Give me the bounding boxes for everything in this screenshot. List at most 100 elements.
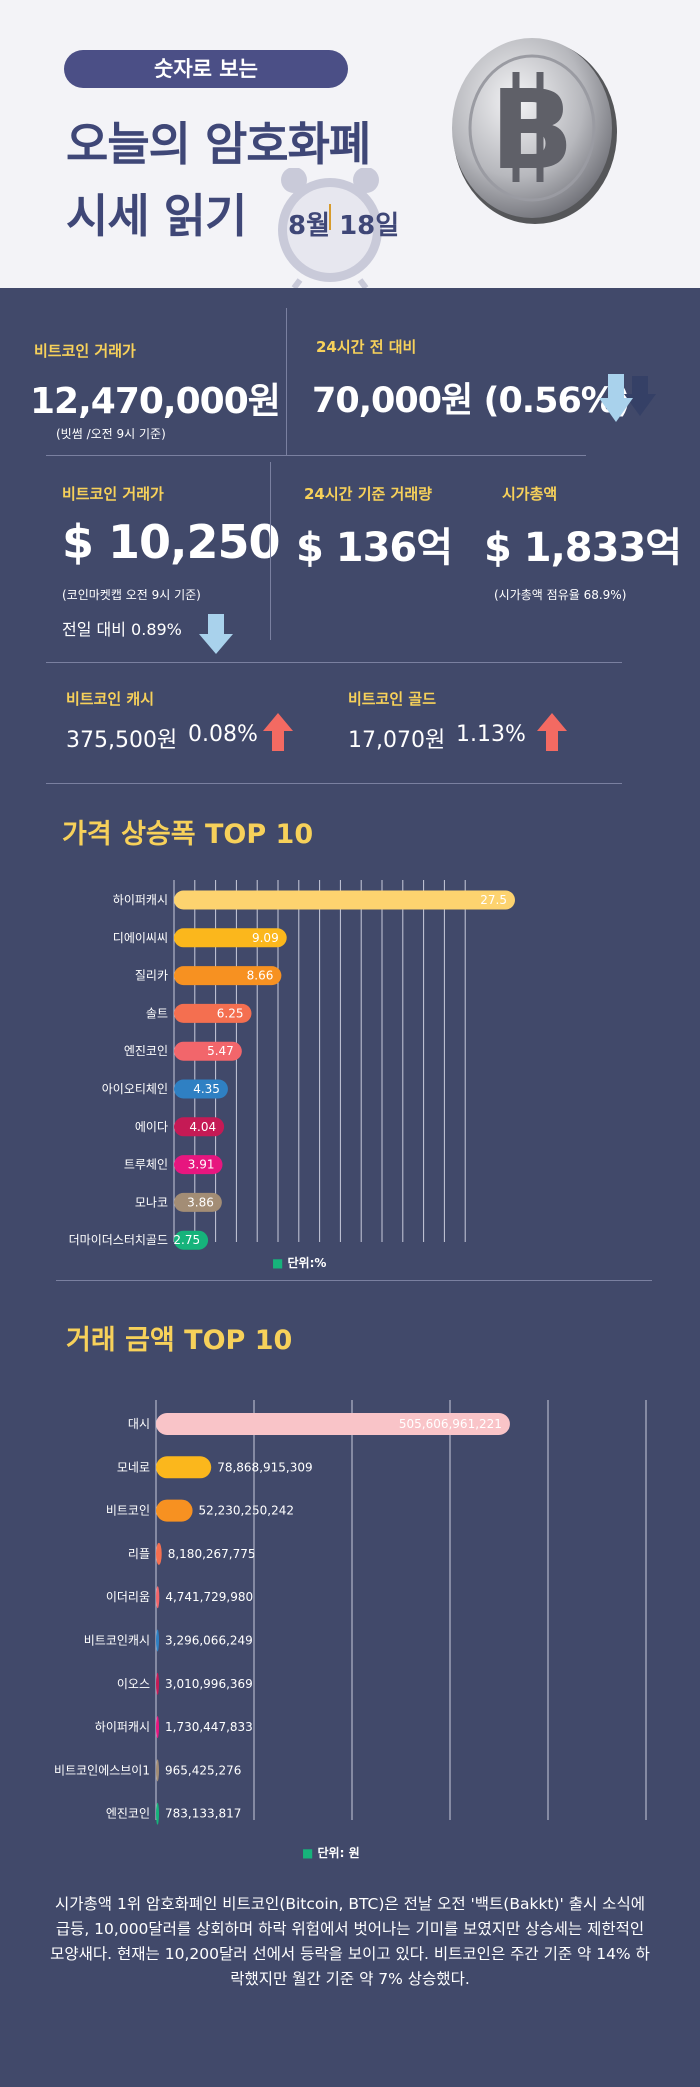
value-label: 4.35 [193,1082,220,1096]
arrow-down-icon [199,614,233,654]
bar [156,1586,160,1609]
value-label: 27.5 [480,893,507,907]
category-label: 비트코인캐시 [84,1634,150,1648]
mcap-value: $ 1,833억 [484,525,682,571]
mcap-label: 시가총액 [502,485,558,503]
category-label: 질리카 [135,969,168,983]
category-label: 이더리움 [106,1590,150,1604]
category-label: 리플 [128,1547,150,1561]
header-pill: 숫자로 보는 [64,50,348,88]
category-label: 비트코인에스브이1 [54,1763,150,1777]
krw-price-value: 12,470,000원 [30,381,281,422]
volume-chart: 대시 505,606,961,221 모네로 78,868,915,309 비트코인 52… [54,1400,647,1825]
value-label: 8,180,267,775 [168,1547,256,1561]
date-label: 8월 18일 [288,211,400,241]
bar [156,1759,159,1782]
krw-price-note: (빗썸 /오전 9시 기준) [56,427,166,441]
chart2-unit-label: ■ 단위: 원 [302,1846,360,1860]
bch-value: 375,500원 [66,728,178,753]
btg-label: 비트코인 골드 [348,690,437,708]
usd-price-value: $ 10,250 [62,515,281,569]
mcap-note: (시가총액 점유율 68.9%) [494,588,627,602]
divider [56,1280,652,1281]
category-label: 디에이씨씨 [113,931,168,945]
value-label: 1,730,447,833 [165,1720,253,1734]
summary-paragraph: 시가총액 1위 암호화폐인 비트코인(Bitcoin, BTC)은 전날 오전 … [50,1895,650,1988]
value-label: 2.75 [173,1233,200,1247]
chart1-unit-label: ■ 단위:% [272,1256,327,1270]
value-label: 3.91 [188,1158,215,1172]
category-label: 하이퍼캐시 [113,893,168,907]
usd-price-note: (코인마켓캡 오전 9시 기준) [62,588,201,602]
page-title-line2: 시세 읽기 [66,189,247,243]
header-banner: 숫자로 보는 오늘의 암호화폐 시세 읽기 8월 18일 B [0,0,700,288]
svg-text:B: B [490,66,574,194]
change24-label: 24시간 전 대비 [316,338,417,356]
category-label: 하이퍼캐시 [95,1720,150,1734]
divider [46,783,622,784]
bar [174,1079,228,1099]
value-label: 8.66 [247,969,274,983]
bar [156,1802,159,1825]
arrow-down-icon [599,374,656,422]
chart2-title: 거래 금액 TOP 10 [66,1325,293,1356]
volume-value: $ 136억 [296,525,453,571]
value-label: 78,868,915,309 [217,1460,312,1474]
divider [270,462,271,640]
value-label: 783,133,817 [165,1807,241,1821]
category-label: 솔트 [146,1006,168,1020]
divider [46,455,586,456]
category-label: 엔진코인 [106,1807,150,1821]
bar [174,1155,223,1175]
arrow-up-icon [263,713,293,751]
bar [174,1041,242,1061]
bar [156,1542,162,1565]
bar [174,1192,222,1212]
value-label: 5.47 [207,1044,234,1058]
bar [156,1456,212,1479]
bitcoin-coin-icon: B [452,38,617,224]
bar [174,890,515,910]
value-label: 4.04 [189,1120,216,1134]
bar [174,966,282,986]
value-label: 9.09 [252,931,279,945]
usd-prev-change: 전일 대비 0.89% [62,620,182,639]
usd-price-label: 비트코인 거래가 [62,485,164,503]
page-title-line1: 오늘의 암호화폐 [66,117,371,171]
krw-price-label: 비트코인 거래가 [34,342,136,360]
category-label: 엔진코인 [124,1044,168,1058]
value-label: 3,296,066,249 [165,1634,253,1648]
bar [156,1672,159,1695]
clock-icon [278,168,382,288]
category-label: 모네로 [117,1460,150,1474]
category-label: 더마이더스터치골드 [69,1233,168,1247]
price-rise-chart: 하이퍼캐시 27.5 디에이씨씨 9.09 질리카 8.66 솔트 6.25 엔진코인 5.47 아… [69,880,515,1250]
arrow-up-icon [537,713,567,751]
bar [174,928,287,948]
btg-pct: 1.13% [456,722,526,747]
bar [174,1117,225,1137]
value-label: 505,606,961,221 [399,1417,502,1431]
category-label: 모나코 [135,1195,168,1209]
btg-value: 17,070원 [348,728,446,753]
divider [46,662,622,663]
divider [286,308,287,456]
value-label: 965,425,276 [165,1763,241,1777]
category-label: 에이다 [135,1120,168,1134]
value-label: 4,741,729,980 [165,1590,253,1604]
bch-pct: 0.08% [188,722,258,747]
category-label: 대시 [128,1417,150,1431]
category-label: 트루체인 [124,1158,168,1172]
change24-value: 70,000원 (0.56%) [312,381,631,421]
bar [174,1003,252,1023]
category-label: 아이오티체인 [102,1082,168,1096]
bar [156,1629,159,1652]
bar [174,1230,209,1250]
value-label: 52,230,250,242 [199,1504,294,1518]
bch-label: 비트코인 캐시 [66,690,155,708]
value-label: 3,010,996,369 [165,1677,253,1691]
category-label: 비트코인 [106,1504,150,1518]
value-label: 3.86 [187,1195,214,1209]
volume-label: 24시간 기준 거래량 [304,485,432,503]
value-label: 6.25 [217,1006,244,1020]
